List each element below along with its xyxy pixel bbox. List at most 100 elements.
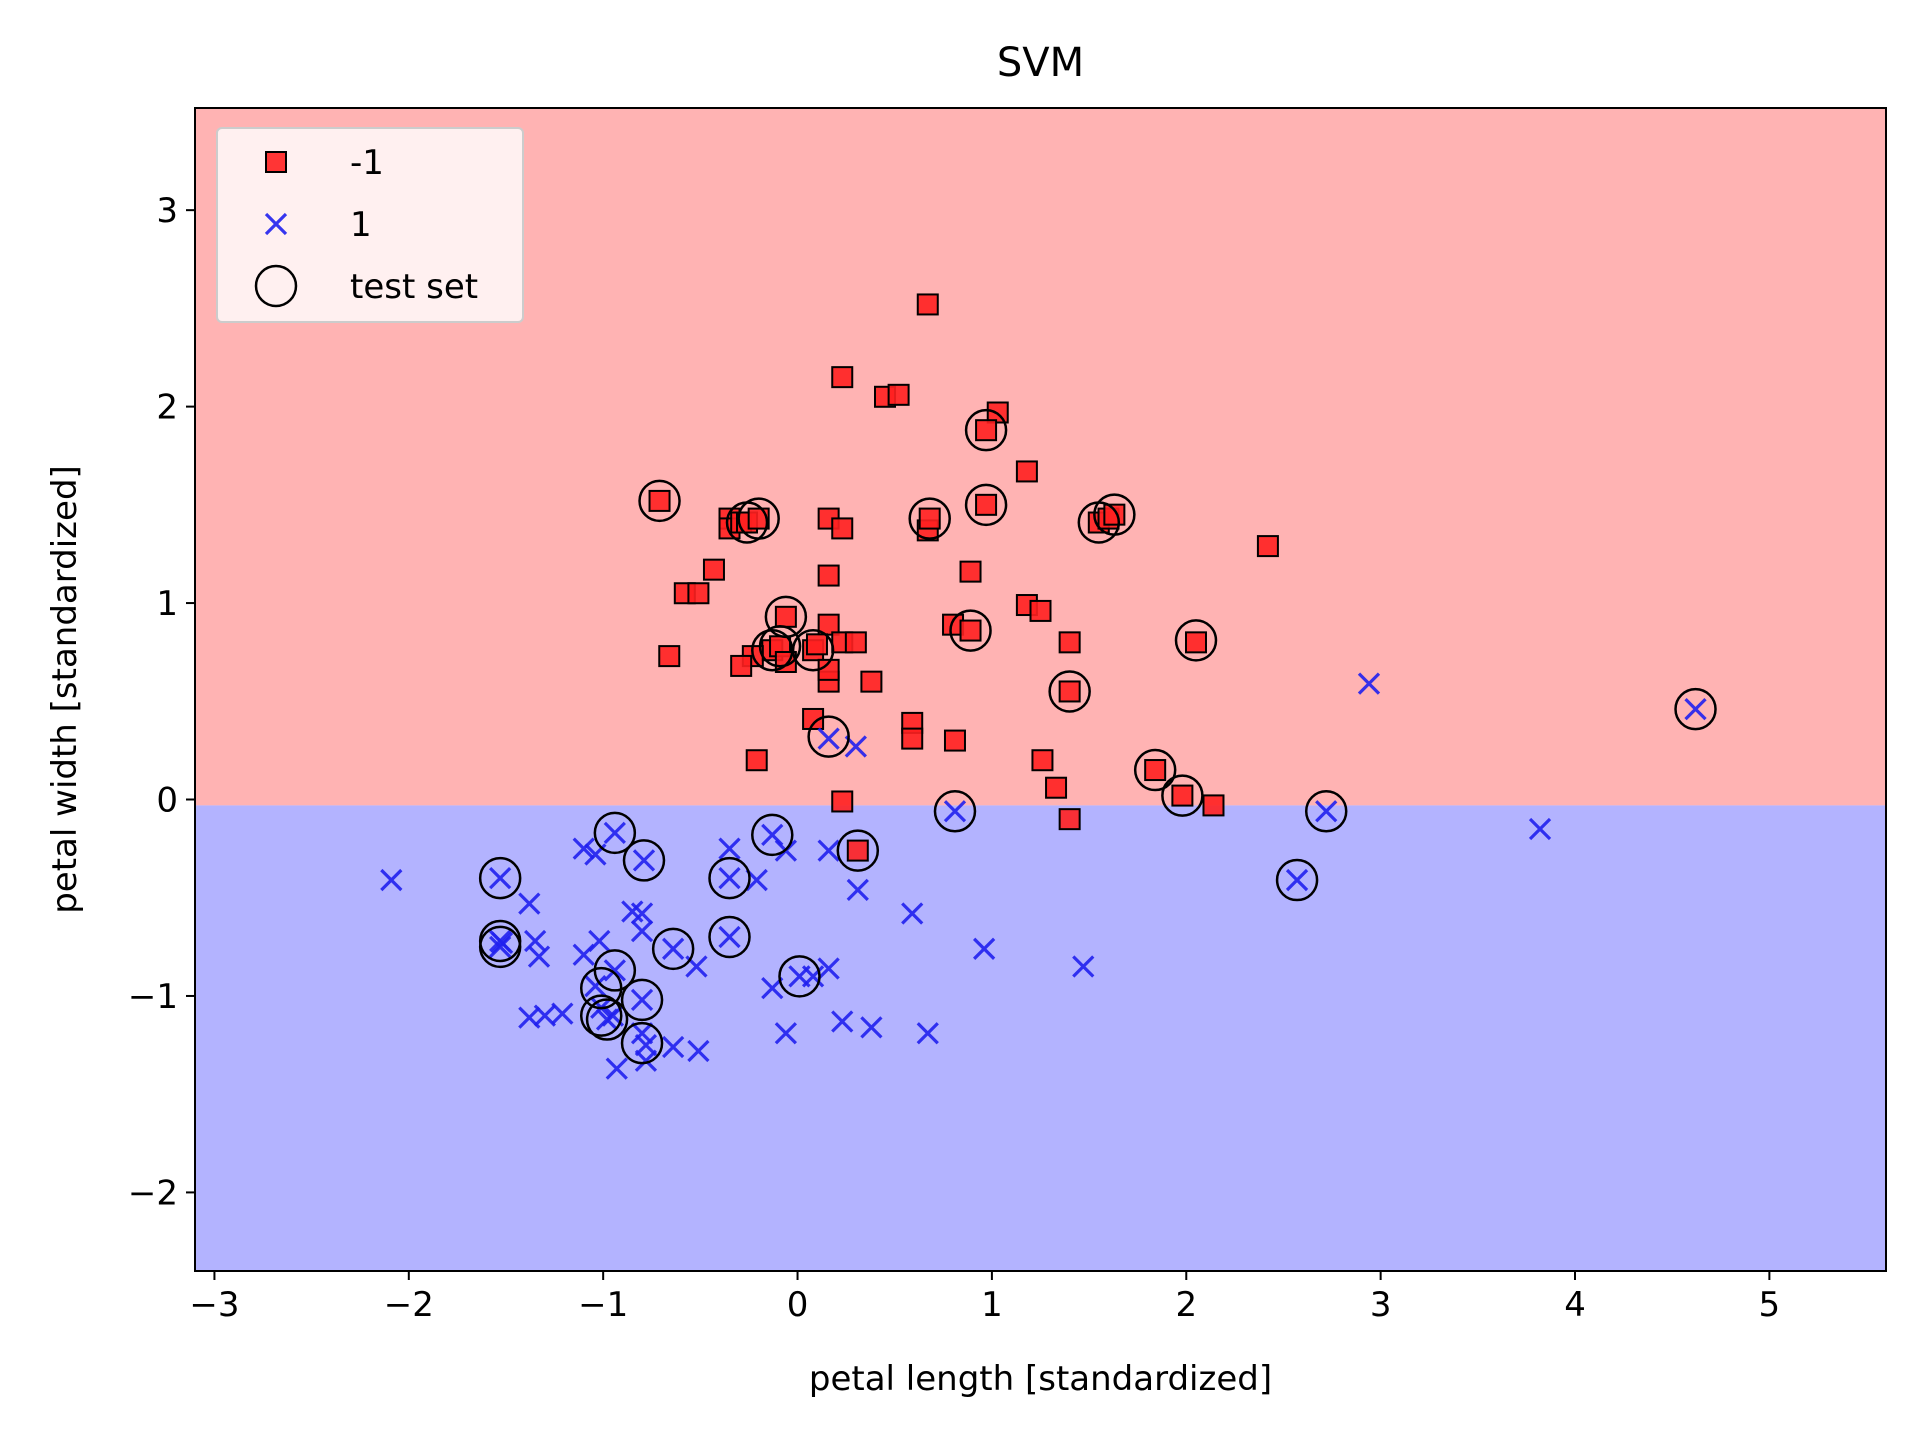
y-tick-label: −1 xyxy=(128,977,178,1017)
legend-marker-circle xyxy=(254,264,298,308)
point-test xyxy=(579,966,623,1010)
point-neg xyxy=(1031,749,1054,772)
point-neg xyxy=(887,383,910,406)
y-tick-label: 0 xyxy=(156,781,178,821)
legend-marker-square xyxy=(265,151,287,173)
point-test xyxy=(1093,493,1136,536)
point-neg xyxy=(1103,503,1126,526)
point-pos xyxy=(817,727,840,750)
point-neg xyxy=(648,489,671,512)
region-pos xyxy=(195,805,1886,1271)
point-neg xyxy=(959,560,982,583)
x-tick-label: 3 xyxy=(1370,1285,1392,1325)
point-neg xyxy=(975,419,998,442)
x-axis: −3 −2 −1 0 1 2 3 4 5 xyxy=(189,1271,1780,1325)
point-pos xyxy=(662,1035,685,1059)
point-test xyxy=(807,715,850,758)
point-neg xyxy=(1202,794,1225,817)
point-pos xyxy=(831,1010,854,1033)
y-tick-label: −2 xyxy=(128,1173,178,1213)
point-pos xyxy=(774,1022,798,1045)
point-neg xyxy=(817,564,840,587)
x-tick-label: −1 xyxy=(578,1285,628,1325)
point-test xyxy=(1674,687,1717,731)
point-pos xyxy=(1528,817,1552,841)
point-test xyxy=(638,479,681,523)
point-pos xyxy=(527,945,551,968)
point-neg xyxy=(1171,784,1194,807)
legend: -1 1 test set xyxy=(216,127,524,323)
point-test xyxy=(579,994,623,1037)
point-test xyxy=(778,955,821,998)
point-test xyxy=(708,915,751,959)
point-pos xyxy=(916,1022,939,1045)
point-pos xyxy=(860,1016,883,1039)
point-neg xyxy=(943,729,966,752)
point-neg xyxy=(831,366,854,389)
point-pos xyxy=(817,957,840,980)
point-pos xyxy=(572,837,595,860)
point-test xyxy=(708,856,751,900)
point-neg xyxy=(831,517,854,540)
point-pos xyxy=(634,1033,658,1057)
point-pos xyxy=(817,839,840,862)
point-pos xyxy=(632,849,656,872)
point-pos xyxy=(630,1022,654,1045)
x-axis-label: petal length [standardized] xyxy=(809,1359,1272,1399)
point-neg xyxy=(730,654,753,677)
point-test xyxy=(758,625,802,668)
x-tick-label: −3 xyxy=(189,1285,239,1325)
point-neg xyxy=(860,670,883,693)
point-neg xyxy=(1045,776,1068,799)
y-axis-label: petal width [standardized] xyxy=(45,465,85,914)
point-test xyxy=(478,856,522,900)
point-neg xyxy=(805,633,828,656)
legend-label: 1 xyxy=(350,205,372,245)
point-neg xyxy=(831,790,854,813)
point-pos xyxy=(718,925,741,949)
point-neg xyxy=(1058,631,1081,654)
point-neg xyxy=(774,605,797,628)
point-neg xyxy=(817,613,840,636)
point-test xyxy=(478,925,522,969)
point-neg xyxy=(975,493,998,516)
point-test xyxy=(751,813,794,857)
point-pos xyxy=(718,837,741,860)
point-neg xyxy=(687,582,710,605)
point-pos xyxy=(973,937,996,960)
point-pos xyxy=(1684,698,1707,721)
point-pos xyxy=(551,1002,574,1025)
y-axis: −2 −1 0 1 2 3 xyxy=(128,191,195,1213)
point-test xyxy=(585,998,629,1041)
point-test xyxy=(620,978,664,1022)
x-tick-label: −2 xyxy=(384,1285,434,1325)
series-pos xyxy=(380,672,1707,1080)
point-test xyxy=(1048,670,1091,713)
point-test xyxy=(908,497,951,540)
point-pos xyxy=(718,866,741,890)
legend-box xyxy=(216,127,524,323)
point-neg xyxy=(745,749,768,772)
x-tick-label: 5 xyxy=(1759,1285,1781,1325)
point-neg xyxy=(916,293,939,316)
point-neg xyxy=(901,727,924,750)
point-pos xyxy=(630,988,654,1012)
point-neg xyxy=(1058,808,1081,831)
point-neg xyxy=(959,619,982,642)
point-test xyxy=(1161,774,1204,817)
point-pos xyxy=(380,868,403,892)
point-test xyxy=(836,829,880,872)
legend-marker-x xyxy=(264,212,288,236)
point-neg xyxy=(1184,631,1207,654)
point-neg xyxy=(702,558,725,581)
point-test xyxy=(964,408,1008,452)
legend-label: test set xyxy=(350,267,478,307)
x-tick-label: 1 xyxy=(981,1285,1003,1325)
point-test xyxy=(791,628,835,672)
x-tick-label: 0 xyxy=(787,1285,809,1325)
point-pos xyxy=(943,800,967,823)
point-neg xyxy=(1058,680,1081,703)
point-test xyxy=(949,609,992,652)
point-test xyxy=(1304,790,1348,833)
